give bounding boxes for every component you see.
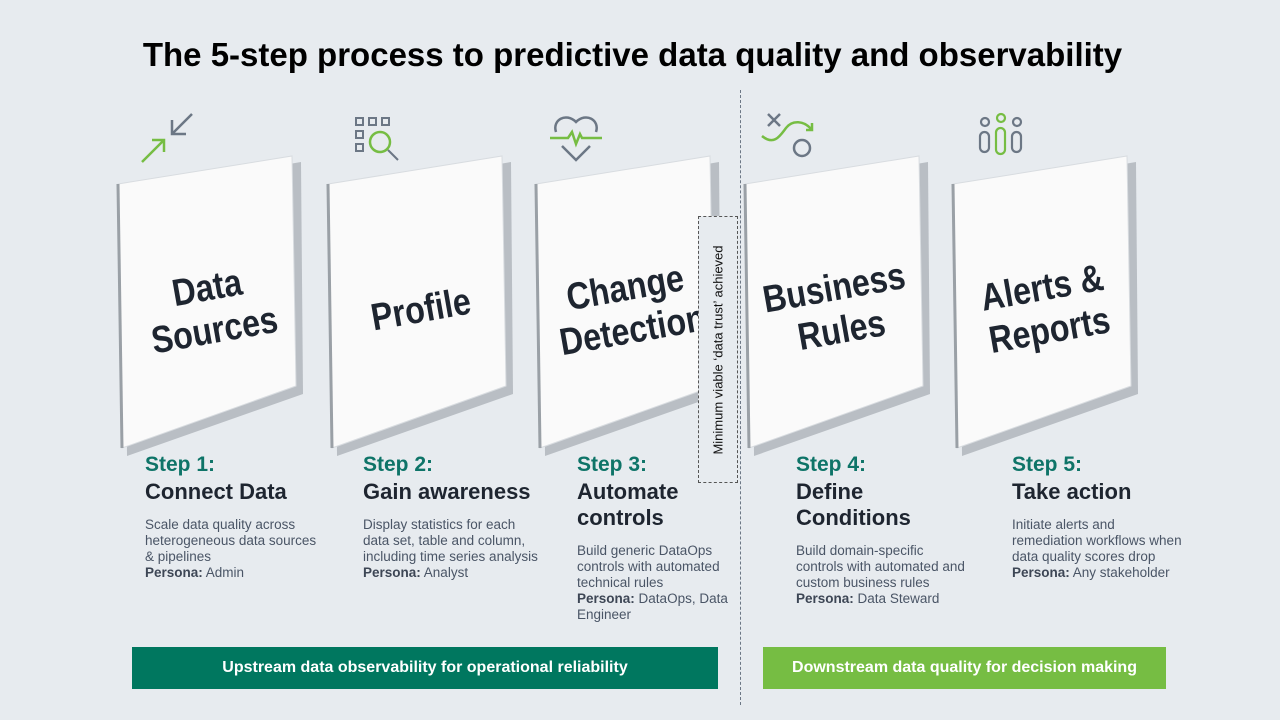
step-number: Step 1: [145,453,216,476]
step-card-2: Profile [326,150,516,460]
step-card-5: Alerts & Reports [951,150,1141,460]
step-description: Scale data quality across heterogeneous … [145,517,317,580]
step-description: Display statistics for each data set, ta… [363,517,538,580]
page-title: The 5-step process to predictive data qu… [142,36,1123,73]
step-number: Step 5: [1012,453,1083,476]
step-description: Build generic DataOps controls with auto… [577,543,728,622]
step-card-4: Business Rules [743,150,933,460]
persona-value: DataOps, Data Engineer [577,591,728,622]
step-card-1: Data Sources [116,150,306,460]
step-number: Step 2: [363,453,434,476]
step-title: Gain awareness [363,479,531,504]
step-description: Initiate alerts and remediation workflow… [1012,517,1182,580]
step-title: Take action [1012,479,1132,504]
arrows-converge-icon [141,113,193,163]
people-icon [978,112,1023,156]
step-1: Step 1: Connect Data Scale data quality ac… [145,453,320,581]
mvp-note-box: Minimum viable ‘data trust’ achieved [698,216,738,483]
step-card-3: Change Detection [534,150,724,460]
persona-value: Any stakeholder [1072,565,1170,580]
mvp-note: Minimum viable ‘data trust’ achieved [710,244,726,455]
persona-value: Analyst [423,565,469,580]
step-2: Step 2: Gain awareness Display statistics … [363,453,538,581]
step-number: Step 3: [577,453,648,476]
section-divider [740,90,741,705]
step-4: Step 4: Define Conditions Build domain-spe… [796,453,971,607]
step-title: Automate controls [577,479,679,530]
step-title: Define Conditions [796,479,911,530]
step-description: Build domain-specific controls with auto… [796,543,965,606]
step-5: Step 5: Take action Initiate alerts and re… [1012,453,1187,581]
step-title: Connect Data [145,479,287,504]
downstream-band: Downstream data quality for decision mak… [763,647,1166,689]
persona-label: Persona: [145,565,203,580]
heart-pulse-icon [550,116,602,162]
persona-label: Persona: [796,591,854,606]
step-number: Step 4: [796,453,867,476]
path-x-o-icon [761,113,814,158]
persona-value: Admin [205,565,245,580]
upstream-band: Upstream data observability for operatio… [132,647,718,689]
step-3: Step 3: Automate controls Build generic Da… [577,453,752,623]
persona-label: Persona: [363,565,421,580]
persona-label: Persona: [1012,565,1070,580]
persona-label: Persona: [577,591,635,606]
persona-value: Data Steward [857,591,940,606]
grid-search-icon [355,117,399,161]
